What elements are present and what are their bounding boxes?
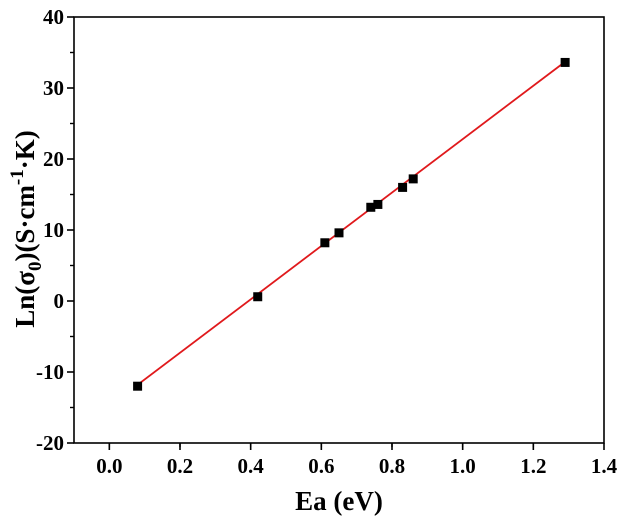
y-tick-label: -10 [36,360,64,384]
fit-line [137,61,566,386]
data-point [373,199,383,209]
x-tick-label: 0.2 [167,454,193,478]
x-tick-label: 0.4 [238,454,265,478]
y-title-suffix: ·K) [10,130,40,169]
x-tick-label: 0.0 [96,454,122,478]
y-tick-label: 20 [43,147,64,171]
data-point [560,57,570,67]
data-point [334,228,344,238]
data-point [366,202,376,212]
y-tick-label: -20 [36,431,64,455]
x-axis-ticks: 0.0 0.2 0.4 0.6 0.8 1.0 1.2 1.4 [96,443,618,478]
x-tick-label: 0.8 [379,454,405,478]
x-tick-label: 0.6 [308,454,334,478]
fit-line-group [137,61,566,386]
y-axis-ticks: -20 -10 0 10 20 30 40 [36,5,74,455]
y-tick-label: 30 [43,76,64,100]
x-tick-label: 1.0 [450,454,476,478]
y-title-middle: )(S·cm [10,185,40,262]
data-point [253,292,263,302]
y-title-prefix: Ln(σ [10,271,40,328]
y-title-subscript: 0 [25,262,46,272]
x-tick-label: 1.4 [591,454,618,478]
y-title-superscript: -1 [7,169,28,185]
data-points [133,57,570,391]
data-point [320,238,330,248]
y-tick-label: 40 [43,5,64,29]
y-axis-title: Ln(σ0)(S·cm-1·K) [7,130,46,328]
x-tick-label: 1.2 [520,454,546,478]
data-point [133,381,143,391]
y-tick-label: 0 [54,289,65,313]
y-tick-label: 10 [43,218,64,242]
data-point [398,182,408,192]
data-point [408,174,418,184]
x-axis-title: Ea (eV) [295,486,383,516]
